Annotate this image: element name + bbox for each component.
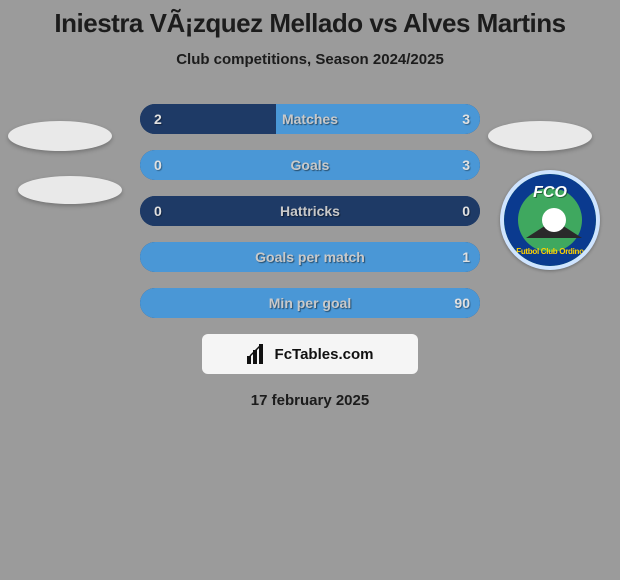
- bars-icon: [247, 344, 269, 364]
- value-right: 1: [462, 242, 470, 272]
- subtitle: Club competitions, Season 2024/2025: [0, 39, 620, 68]
- bar-right: [276, 104, 480, 134]
- bar-left: [140, 196, 310, 226]
- stat-row: 90Min per goal: [0, 288, 620, 318]
- comparison-card: Iniestra VÃ¡zquez Mellado vs Alves Marti…: [0, 0, 620, 580]
- bar-track: [140, 104, 480, 134]
- bar-track: [140, 150, 480, 180]
- stat-row: 03Goals: [0, 150, 620, 180]
- value-left: 2: [154, 104, 162, 134]
- stat-row: 23Matches: [0, 104, 620, 134]
- stat-row: 1Goals per match: [0, 242, 620, 272]
- site-branding-text: FcTables.com: [275, 346, 374, 363]
- bar-right: [140, 242, 480, 272]
- site-branding[interactable]: FcTables.com: [202, 334, 418, 374]
- bar-track: [140, 196, 480, 226]
- bar-track: [140, 242, 480, 272]
- value-left: 0: [154, 150, 162, 180]
- stat-row: 00Hattricks: [0, 196, 620, 226]
- value-right: 90: [454, 288, 470, 318]
- bar-right: [310, 196, 480, 226]
- page-title: Iniestra VÃ¡zquez Mellado vs Alves Marti…: [0, 0, 620, 39]
- value-right: 0: [462, 196, 470, 226]
- value-left: 0: [154, 196, 162, 226]
- bar-right: [140, 288, 480, 318]
- value-right: 3: [462, 150, 470, 180]
- bar-track: [140, 288, 480, 318]
- bar-right: [140, 150, 480, 180]
- snapshot-date: 17 february 2025: [0, 392, 620, 409]
- comparison-chart: 23Matches03Goals00Hattricks1Goals per ma…: [0, 104, 620, 318]
- value-right: 3: [462, 104, 470, 134]
